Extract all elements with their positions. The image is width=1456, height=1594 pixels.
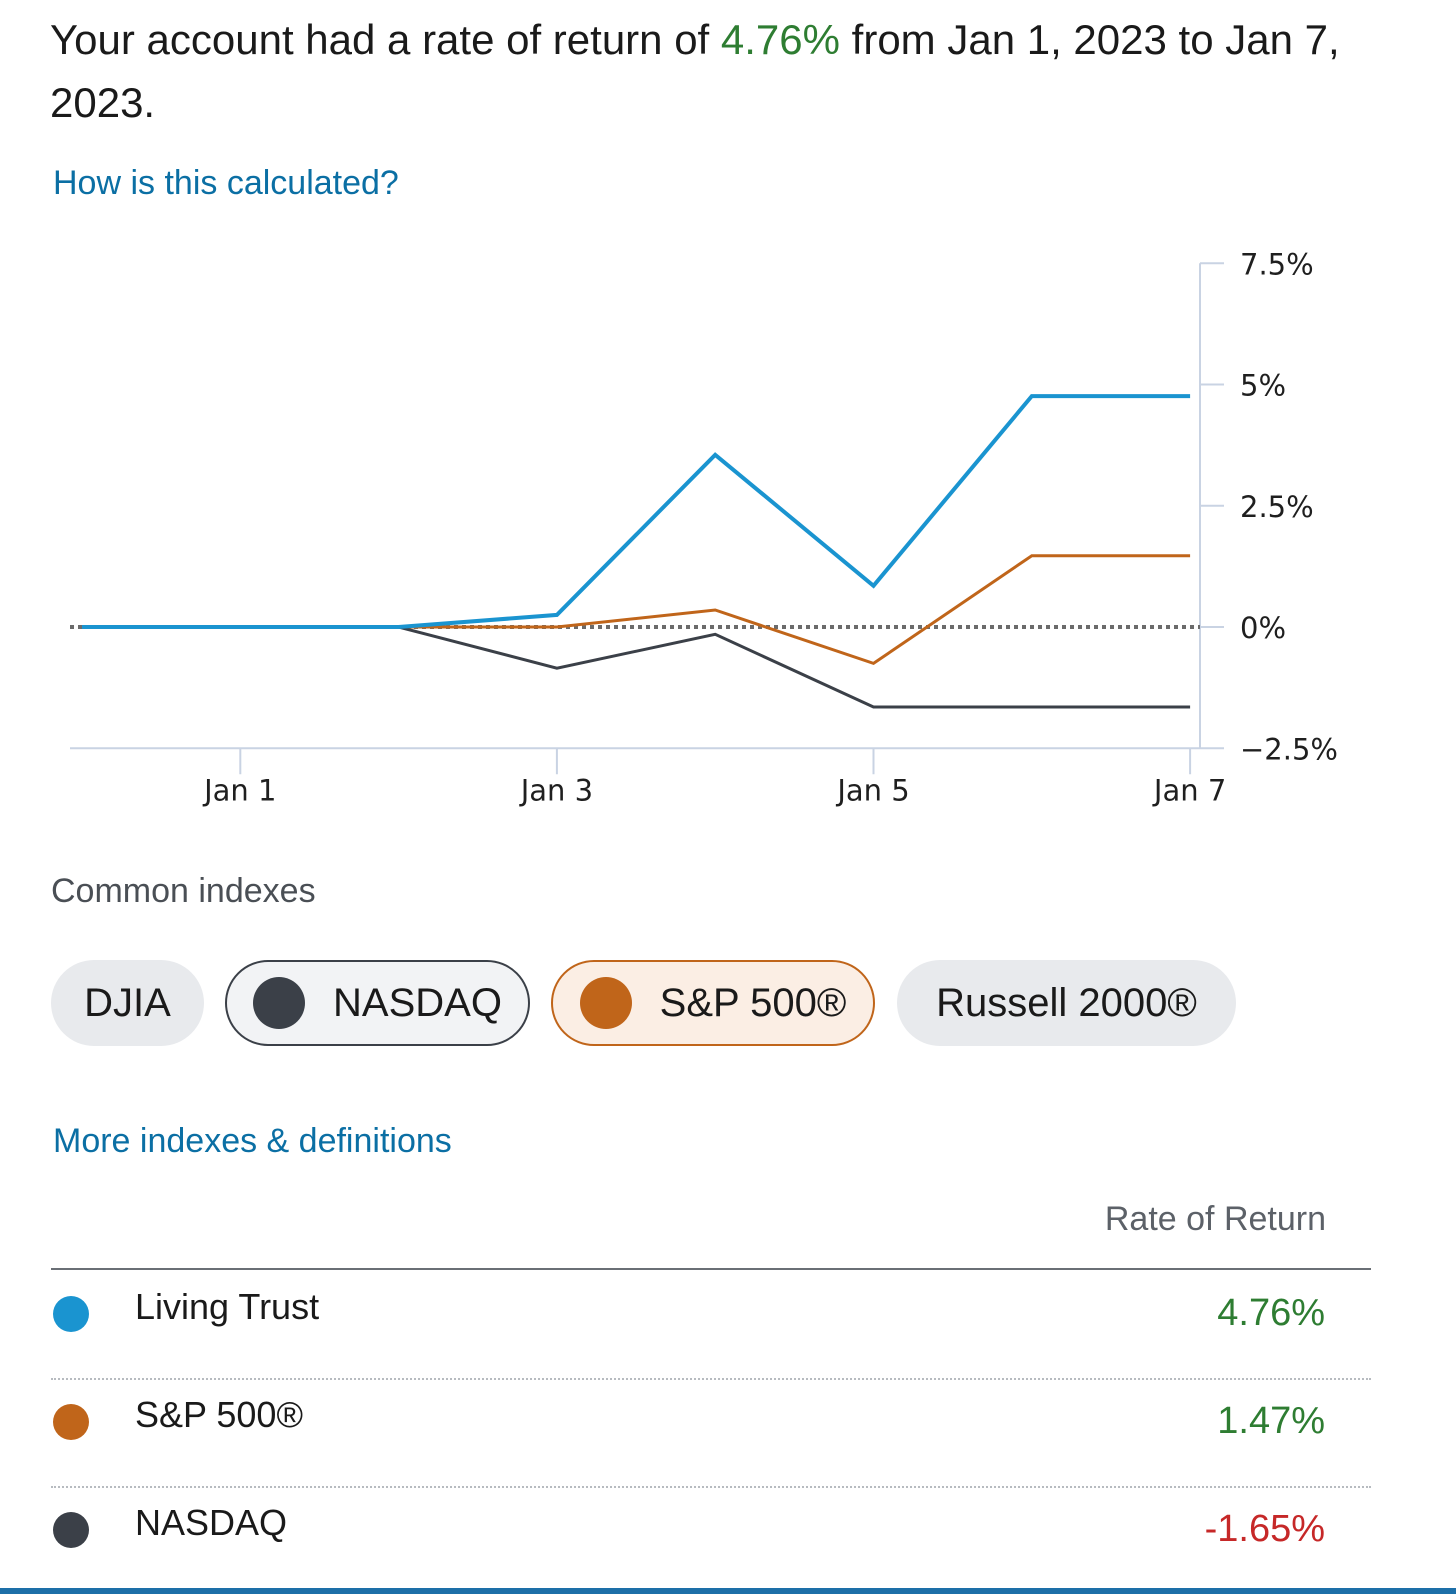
common-indexes-label: Common indexes: [51, 872, 316, 910]
series-line-nasdaq: [82, 625, 1191, 709]
table-row: S&P 500® 1.47%: [51, 1380, 1371, 1488]
sp500-dot-icon: [53, 1404, 89, 1440]
return-summary: Your account had a rate of return of 4.7…: [50, 8, 1370, 134]
nasdaq-dot-icon: [53, 1512, 89, 1548]
x-tick-label: Jan 1: [202, 773, 276, 807]
x-tick-label: Jan 5: [835, 773, 909, 807]
index-chip-label: S&P 500®: [659, 980, 847, 1025]
x-tick-label: Jan 3: [519, 773, 593, 807]
chart-series: [82, 394, 1191, 709]
chart-axes: [70, 262, 1224, 775]
series-line-living-trust: [82, 394, 1191, 629]
y-tick-label: 0%: [1240, 611, 1286, 645]
index-chip-djia[interactable]: DJIA: [51, 960, 204, 1046]
table-row: NASDAQ -1.65%: [51, 1488, 1371, 1594]
row-value: 4.76%: [1217, 1292, 1325, 1334]
y-tick-label: −2.5%: [1240, 732, 1338, 766]
table-divider: [51, 1268, 1371, 1270]
series-line-s-p-500: [82, 554, 1191, 666]
index-chip-russell-2000[interactable]: Russell 2000®: [897, 960, 1236, 1046]
index-chip-nasdaq[interactable]: NASDAQ: [225, 960, 530, 1046]
how-calculated-link[interactable]: How is this calculated?: [53, 164, 399, 202]
y-tick-label: 2.5%: [1240, 490, 1314, 524]
index-chip-label: Russell 2000®: [936, 980, 1197, 1025]
rate-of-return-header: Rate of Return: [1104, 1200, 1326, 1238]
more-indexes-link[interactable]: More indexes & definitions: [53, 1122, 452, 1160]
index-chip-label: DJIA: [84, 980, 171, 1025]
y-tick-label: 7.5%: [1240, 247, 1314, 281]
row-name: S&P 500®: [135, 1394, 303, 1435]
index-chip-label: NASDAQ: [333, 980, 502, 1025]
summary-rate: 4.76%: [720, 16, 840, 63]
bottom-accent-bar: [0, 1588, 1456, 1594]
index-chip-sp500[interactable]: S&P 500®: [551, 960, 875, 1046]
row-value: -1.65%: [1204, 1508, 1325, 1550]
y-tick-label: 5%: [1240, 369, 1286, 403]
row-name: Living Trust: [135, 1286, 320, 1327]
chart-tick-labels: 7.5% 5% 2.5% 0% −2.5% Jan 1 Jan 3 Jan 5 Jan 7: [202, 247, 1338, 807]
sp500-color-dot-icon: [579, 977, 632, 1029]
summary-prefix: Your account had a rate of return of: [50, 16, 721, 63]
row-value: 1.47%: [1217, 1400, 1325, 1442]
return-chart: 7.5% 5% 2.5% 0% −2.5% Jan 1 Jan 3 Jan 5 Jan 7: [70, 247, 1338, 807]
table-row: Living Trust 4.76%: [51, 1272, 1371, 1380]
row-name: NASDAQ: [135, 1502, 288, 1543]
summary-suffix: from Jan 1, 2023 to Jan 7, 2023.: [50, 16, 1340, 126]
x-tick-label: Jan 7: [1152, 773, 1226, 807]
living-trust-dot-icon: [53, 1296, 89, 1332]
nasdaq-color-dot-icon: [253, 977, 306, 1029]
